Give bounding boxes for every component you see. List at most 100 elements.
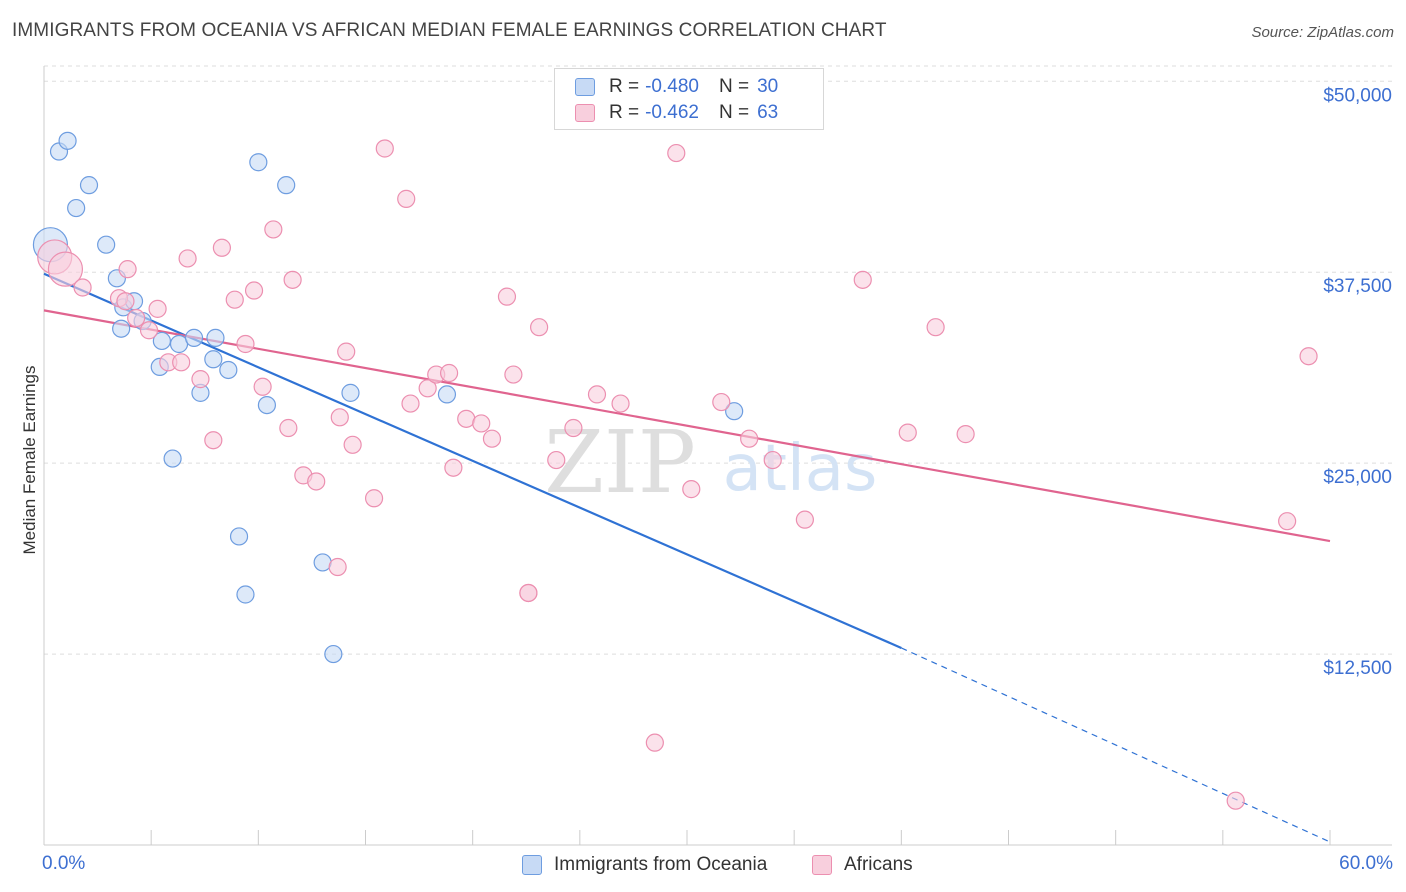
africans-point: [444, 458, 463, 477]
oceania-point: [206, 328, 225, 347]
oceania-point: [58, 131, 77, 150]
africans-point: [73, 278, 92, 297]
oceania-point: [324, 644, 343, 664]
africans-point: [898, 423, 917, 442]
africans-point: [397, 189, 416, 208]
gridlines: [44, 65, 1392, 655]
oceania-point: [249, 153, 268, 172]
africans-point: [337, 342, 356, 361]
africans-point: [139, 321, 159, 340]
africans-point: [472, 414, 491, 433]
africans-point: [853, 270, 872, 289]
axes: [43, 66, 1392, 846]
series-legend-oceania[interactable]: Immigrants from Oceania: [522, 852, 767, 878]
africans-point: [564, 418, 583, 438]
africans-point: [740, 429, 759, 448]
oceania-point: [152, 331, 171, 351]
correlation-legend: R = -0.480 N = 30 R = -0.462 N = 63: [554, 68, 824, 130]
oceania-point: [437, 385, 457, 404]
y-tick-label: $50,000: [1323, 85, 1392, 106]
legend-n-value: 63: [757, 102, 779, 123]
series-label-africans: Africans: [844, 854, 913, 875]
africans-point: [148, 299, 167, 318]
oceania-point: [313, 553, 332, 572]
x-tick-label-min: 0.0%: [42, 853, 85, 874]
africans-point: [172, 353, 191, 372]
africans-point: [1278, 512, 1297, 531]
y-tick-label: $12,500: [1323, 658, 1392, 679]
y-tick-label: $25,000: [1323, 467, 1392, 488]
series-label-oceania: Immigrants from Oceania: [554, 854, 768, 875]
africans-point: [307, 472, 326, 491]
africans-point: [401, 394, 420, 413]
africans-point: [439, 363, 459, 383]
legend-row-africans: R = -0.462 N = 63: [575, 101, 778, 125]
africans-point: [667, 143, 686, 163]
oceania-point: [97, 235, 116, 254]
legend-row-oceania: R = -0.480 N = 30: [575, 75, 778, 99]
africans-point: [712, 392, 731, 412]
chart-title: IMMIGRANTS FROM OCEANIA VS AFRICAN MEDIA…: [12, 20, 887, 41]
series-swatch-pink: [812, 855, 832, 875]
africans-point: [191, 370, 210, 389]
africans-point: [178, 249, 197, 268]
africans-point: [116, 292, 135, 311]
legend-r-label: R =: [609, 76, 640, 97]
africans-point: [253, 377, 272, 396]
oceania-point: [112, 319, 131, 338]
africans-point: [127, 308, 146, 328]
oceania-trend-extension: [901, 647, 1331, 843]
trend-lines: [43, 272, 1331, 843]
oceania-point: [725, 402, 744, 421]
africans-point: [204, 431, 223, 450]
africans-point: [283, 270, 302, 289]
legend-n-label: N =: [718, 102, 750, 123]
africans-point: [1299, 347, 1318, 366]
legend-n-value: 30: [757, 76, 779, 97]
oceania-point: [257, 395, 277, 415]
oceania-point: [184, 328, 204, 347]
africans-point: [225, 290, 244, 309]
africans-point: [375, 139, 394, 158]
oceania-point: [229, 527, 249, 546]
oceania-point: [277, 176, 296, 195]
data-points: [32, 131, 1318, 810]
africans-point: [1226, 791, 1245, 810]
oceania-point: [341, 383, 360, 402]
source-credit: Source: ZipAtlas.com: [1251, 24, 1394, 41]
series-legend-africans[interactable]: Africans: [812, 852, 913, 878]
africans-point: [244, 281, 264, 300]
tick-labels: $12,500 $25,000 $37,500 $50,000 0.0% 60.0%: [42, 85, 1393, 874]
oceania-point: [79, 176, 99, 195]
africans-point: [645, 733, 664, 752]
legend-r-value: -0.462: [645, 102, 699, 123]
oceania-point: [219, 360, 238, 380]
africans-point: [328, 557, 347, 577]
legend-r-label: R =: [609, 102, 640, 123]
africans-point: [611, 394, 630, 413]
africans-point: [118, 260, 137, 279]
africans-point: [212, 238, 231, 257]
africans-point: [926, 318, 945, 337]
africans-point: [519, 583, 538, 603]
africans-point: [364, 489, 384, 508]
series-swatch-blue: [522, 855, 542, 875]
africans-point: [279, 418, 298, 438]
africans-point: [47, 251, 84, 287]
africans-point: [482, 429, 502, 448]
oceania-point: [67, 198, 86, 218]
legend-swatch-pink: [575, 104, 595, 122]
legend-n-label: N =: [718, 76, 750, 97]
africans-point: [763, 450, 782, 470]
africans-point: [956, 425, 975, 444]
africans-point: [682, 480, 701, 499]
africans-point: [547, 450, 566, 470]
legend-swatch-blue: [575, 78, 595, 96]
africans-point: [236, 334, 255, 354]
africans-point: [264, 220, 283, 239]
oceania-point: [163, 449, 182, 468]
africans-point: [587, 385, 607, 404]
oceania-point: [236, 585, 255, 604]
africans-point: [418, 379, 437, 398]
